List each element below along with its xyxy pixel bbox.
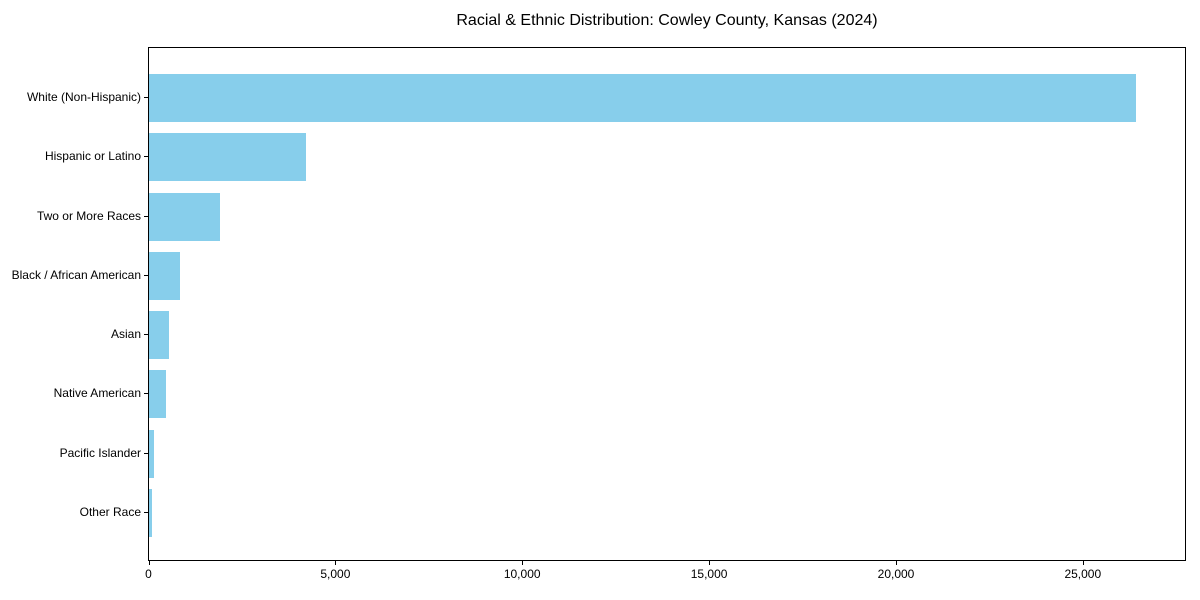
bar: [149, 251, 180, 300]
bar: [149, 489, 152, 537]
y-tick: [144, 334, 148, 336]
x-tick: [709, 561, 711, 565]
bar: [149, 192, 220, 241]
x-tick: [522, 561, 524, 565]
chart-title: Racial & Ethnic Distribution: Cowley Cou…: [456, 12, 878, 29]
y-tick: [144, 215, 148, 217]
x-tick-label: 25,000: [1064, 567, 1102, 581]
x-tick-label: 15,000: [690, 567, 728, 581]
x-tick: [148, 561, 150, 565]
x-tick: [1082, 561, 1084, 565]
bar: [149, 311, 169, 360]
bar: [149, 74, 1136, 122]
y-axis-label: Black / African American: [11, 267, 141, 282]
bar: [149, 429, 154, 478]
y-tick: [144, 452, 148, 454]
y-tick: [144, 393, 148, 395]
y-axis-label: Pacific Islander: [59, 445, 141, 460]
y-tick: [144, 512, 148, 513]
y-axis-label: Hispanic or Latino: [44, 149, 141, 164]
y-axis-labels: White (Non-Hispanic) Hispanic or Latino Tw…: [0, 47, 141, 561]
y-axis-label: Asian: [110, 327, 141, 342]
y-axis-label: Two or More Races: [36, 208, 141, 223]
x-tick-label: 10,000: [503, 567, 541, 581]
x-tick-label: 0: [145, 567, 152, 581]
y-tick: [144, 97, 148, 98]
y-tick: [144, 274, 148, 276]
y-axis-label: Native American: [53, 386, 141, 401]
y-axis-label: White (Non-Hispanic): [26, 90, 141, 104]
bar: [149, 370, 166, 419]
y-tick: [144, 156, 148, 158]
x-tick: [896, 561, 897, 565]
x-tick: [335, 561, 337, 565]
plot-area: [148, 47, 1186, 561]
bar: [149, 133, 306, 182]
x-tick-label: 20,000: [877, 567, 915, 581]
y-axis-label: Other Race: [79, 505, 141, 519]
x-tick-label: 5,000: [320, 567, 351, 581]
